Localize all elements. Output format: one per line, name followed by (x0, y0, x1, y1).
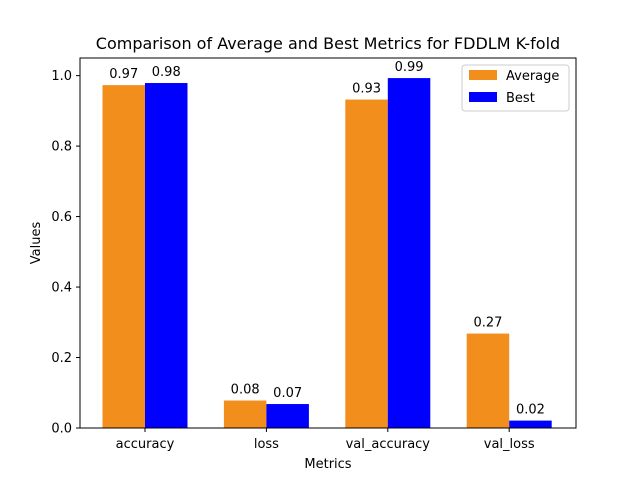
data-label-average-accuracy: 0.97 (109, 67, 138, 82)
x-tick-label-val_loss: val_loss (484, 437, 535, 452)
bars-group (102, 78, 552, 429)
x-tick-label-loss: loss (254, 437, 279, 452)
y-tick-label-1.0: 1.0 (51, 69, 72, 84)
y-tick-label-0.8: 0.8 (51, 140, 72, 155)
data-label-best-accuracy: 0.98 (152, 65, 181, 80)
legend-swatch-best (469, 92, 497, 102)
data-label-best-val_accuracy: 0.99 (395, 60, 424, 75)
y-tick-label-0.0: 0.0 (51, 422, 72, 437)
data-label-best-val_loss: 0.02 (516, 403, 545, 418)
bar-best-accuracy (145, 83, 188, 429)
data-label-average-loss: 0.08 (231, 383, 260, 398)
x-axis-label: Metrics (304, 457, 351, 472)
y-axis-label: Values (29, 222, 44, 265)
data-label-best-loss: 0.07 (273, 386, 302, 401)
legend-label-best: Best (506, 91, 535, 106)
y-tick-label-0.2: 0.2 (51, 351, 72, 366)
legend-label-average: Average (506, 69, 559, 84)
x-tick-label-val_accuracy: val_accuracy (346, 437, 431, 452)
bar-average-accuracy (102, 85, 145, 428)
y-axis: 0.0 0.2 0.4 0.6 0.8 1.0 (51, 69, 80, 437)
x-tick-label-accuracy: accuracy (116, 437, 175, 452)
data-label-average-val_loss: 0.27 (473, 316, 502, 331)
legend: Average Best (461, 64, 570, 112)
y-tick-label-0.4: 0.4 (51, 281, 72, 296)
bar-average-val_accuracy (345, 99, 388, 428)
data-label-average-val_accuracy: 0.93 (352, 82, 381, 97)
bar-average-val_loss (466, 333, 510, 428)
bar-best-val_loss (509, 420, 552, 428)
legend-swatch-average (469, 70, 497, 80)
bar-best-val_accuracy (387, 78, 431, 428)
chart-title: Comparison of Average and Best Metrics f… (96, 34, 560, 53)
plot-frame (79, 57, 577, 429)
bar-best-loss (266, 404, 309, 428)
x-axis: accuracy loss val_accuracy val_loss (116, 428, 535, 452)
data-labels-group: 0.97 0.98 0.08 0.07 0.93 0.99 0.27 0.02 (109, 60, 545, 418)
y-tick-label-0.6: 0.6 (51, 210, 72, 225)
bar-average-loss (223, 400, 267, 428)
